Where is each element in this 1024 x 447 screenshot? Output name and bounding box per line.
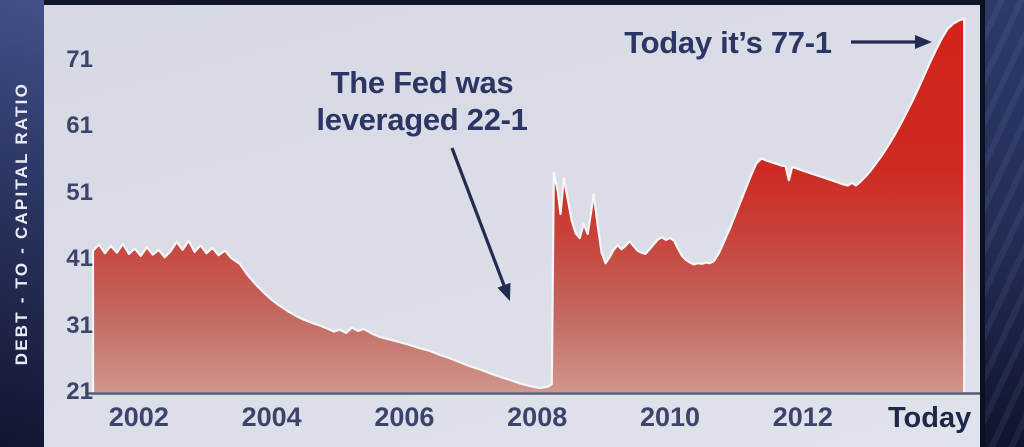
y-tick-label: 21 [66, 378, 93, 405]
y-axis-title: DEBT - TO - CAPITAL RATIO [12, 81, 31, 366]
x-tick-label: Today [888, 402, 972, 434]
x-tick-label: 2006 [374, 402, 435, 432]
y-tick-label: 61 [66, 112, 93, 140]
fed-leverage-annotation: The Fed was leveraged 22-1 [316, 64, 528, 138]
right-background-band [980, 0, 1024, 447]
area-series-edge [91, 17, 966, 394]
x-tick-label: 2010 [639, 402, 701, 432]
x-tick-label: 2002 [108, 402, 169, 432]
x-tick-label: 2012 [772, 402, 833, 432]
y-tick-label: 41 [66, 245, 93, 273]
fed-leverage-line2: leveraged 22-1 [316, 102, 528, 137]
x-tick-label: 2008 [507, 402, 568, 432]
today-annotation: Today it’s 77-1 [624, 25, 832, 60]
y-tick-label: 71 [66, 46, 93, 73]
left-title-band: DEBT - TO - CAPITAL RATIO [0, 0, 44, 447]
x-tick-label: 2004 [241, 402, 302, 432]
fed-annotation-arrow [450, 147, 511, 302]
area-series-fill [93, 18, 965, 393]
y-tick-label: 51 [66, 178, 93, 206]
y-tick-label: 31 [66, 311, 93, 339]
fed-leverage-line1: The Fed was [330, 65, 514, 100]
